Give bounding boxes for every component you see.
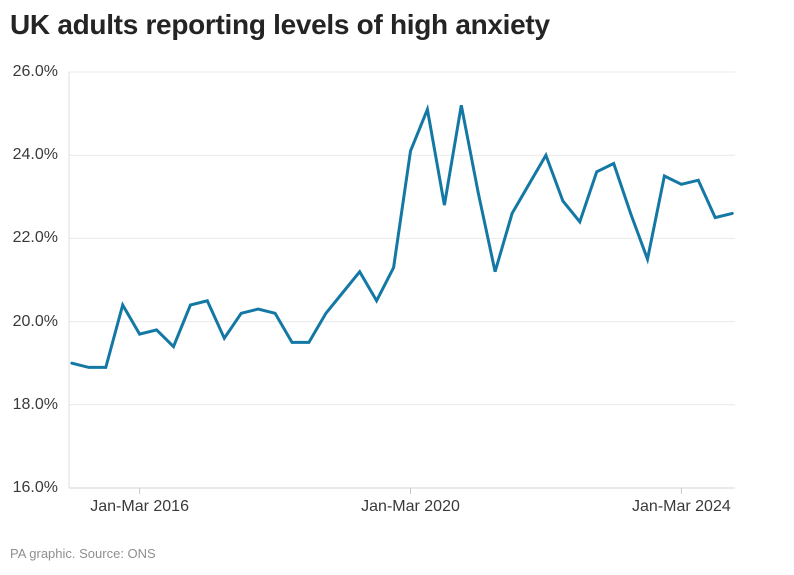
y-axis-tick-label: 24.0% [12,146,58,164]
x-axis-tick-label: Jan-Mar 2020 [361,498,460,515]
y-axis-tick-label: 22.0% [12,229,58,247]
x-axis-tick-label: Jan-Mar 2016 [90,498,189,515]
chart-title: UK adults reporting levels of high anxie… [10,9,550,40]
x-axis-tick-label: Jan-Mar 2024 [632,498,731,515]
y-axis-tick-label: 16.0% [12,479,58,496]
anxiety-series-line [70,104,734,369]
y-axis-tick-label: 26.0% [12,63,58,80]
y-axis-tick-label: 18.0% [12,395,58,413]
source-note: PA graphic. Source: ONS [10,546,156,561]
y-axis-tick-label: 20.0% [12,312,58,330]
